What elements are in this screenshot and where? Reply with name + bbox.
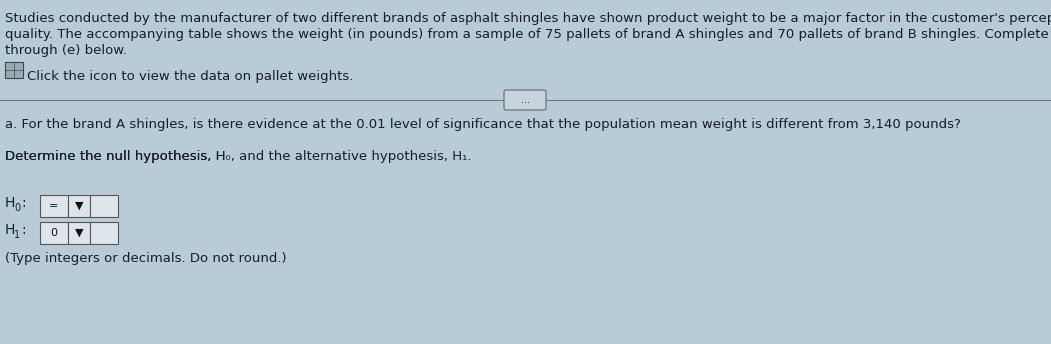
Text: ▼: ▼ bbox=[75, 228, 83, 238]
Bar bbox=[40, 222, 68, 244]
Text: quality. The accompanying table shows the weight (in pounds) from a sample of 75: quality. The accompanying table shows th… bbox=[5, 28, 1051, 41]
Text: (Type integers or decimals. Do not round.): (Type integers or decimals. Do not round… bbox=[5, 252, 287, 265]
Bar bbox=[40, 195, 68, 217]
Text: :: : bbox=[21, 223, 25, 237]
Text: :: : bbox=[21, 196, 25, 210]
Bar bbox=[5, 62, 23, 78]
Text: 1: 1 bbox=[14, 230, 20, 240]
Text: Studies conducted by the manufacturer of two different brands of asphalt shingle: Studies conducted by the manufacturer of… bbox=[5, 12, 1051, 25]
Text: Determine the null hypothesis, H₀, and the alternative hypothesis, H₁.: Determine the null hypothesis, H₀, and t… bbox=[5, 150, 472, 163]
Text: =: = bbox=[49, 201, 59, 211]
FancyBboxPatch shape bbox=[504, 90, 547, 110]
Text: Click the icon to view the data on pallet weights.: Click the icon to view the data on palle… bbox=[27, 70, 353, 83]
Text: 0: 0 bbox=[50, 228, 58, 238]
Text: H: H bbox=[5, 196, 16, 210]
Text: H: H bbox=[5, 223, 16, 237]
Text: ▼: ▼ bbox=[75, 201, 83, 211]
Text: through (e) below.: through (e) below. bbox=[5, 44, 127, 57]
Text: a. For the brand A shingles, is there evidence at the 0.01 level of significance: a. For the brand A shingles, is there ev… bbox=[5, 118, 961, 131]
Bar bbox=[90, 222, 118, 244]
Bar bbox=[68, 222, 90, 244]
Bar bbox=[90, 195, 118, 217]
Text: 0: 0 bbox=[14, 203, 20, 213]
Text: ...: ... bbox=[520, 95, 530, 105]
Text: Determine the null hypothesis, H: Determine the null hypothesis, H bbox=[5, 150, 226, 163]
Bar bbox=[68, 195, 90, 217]
